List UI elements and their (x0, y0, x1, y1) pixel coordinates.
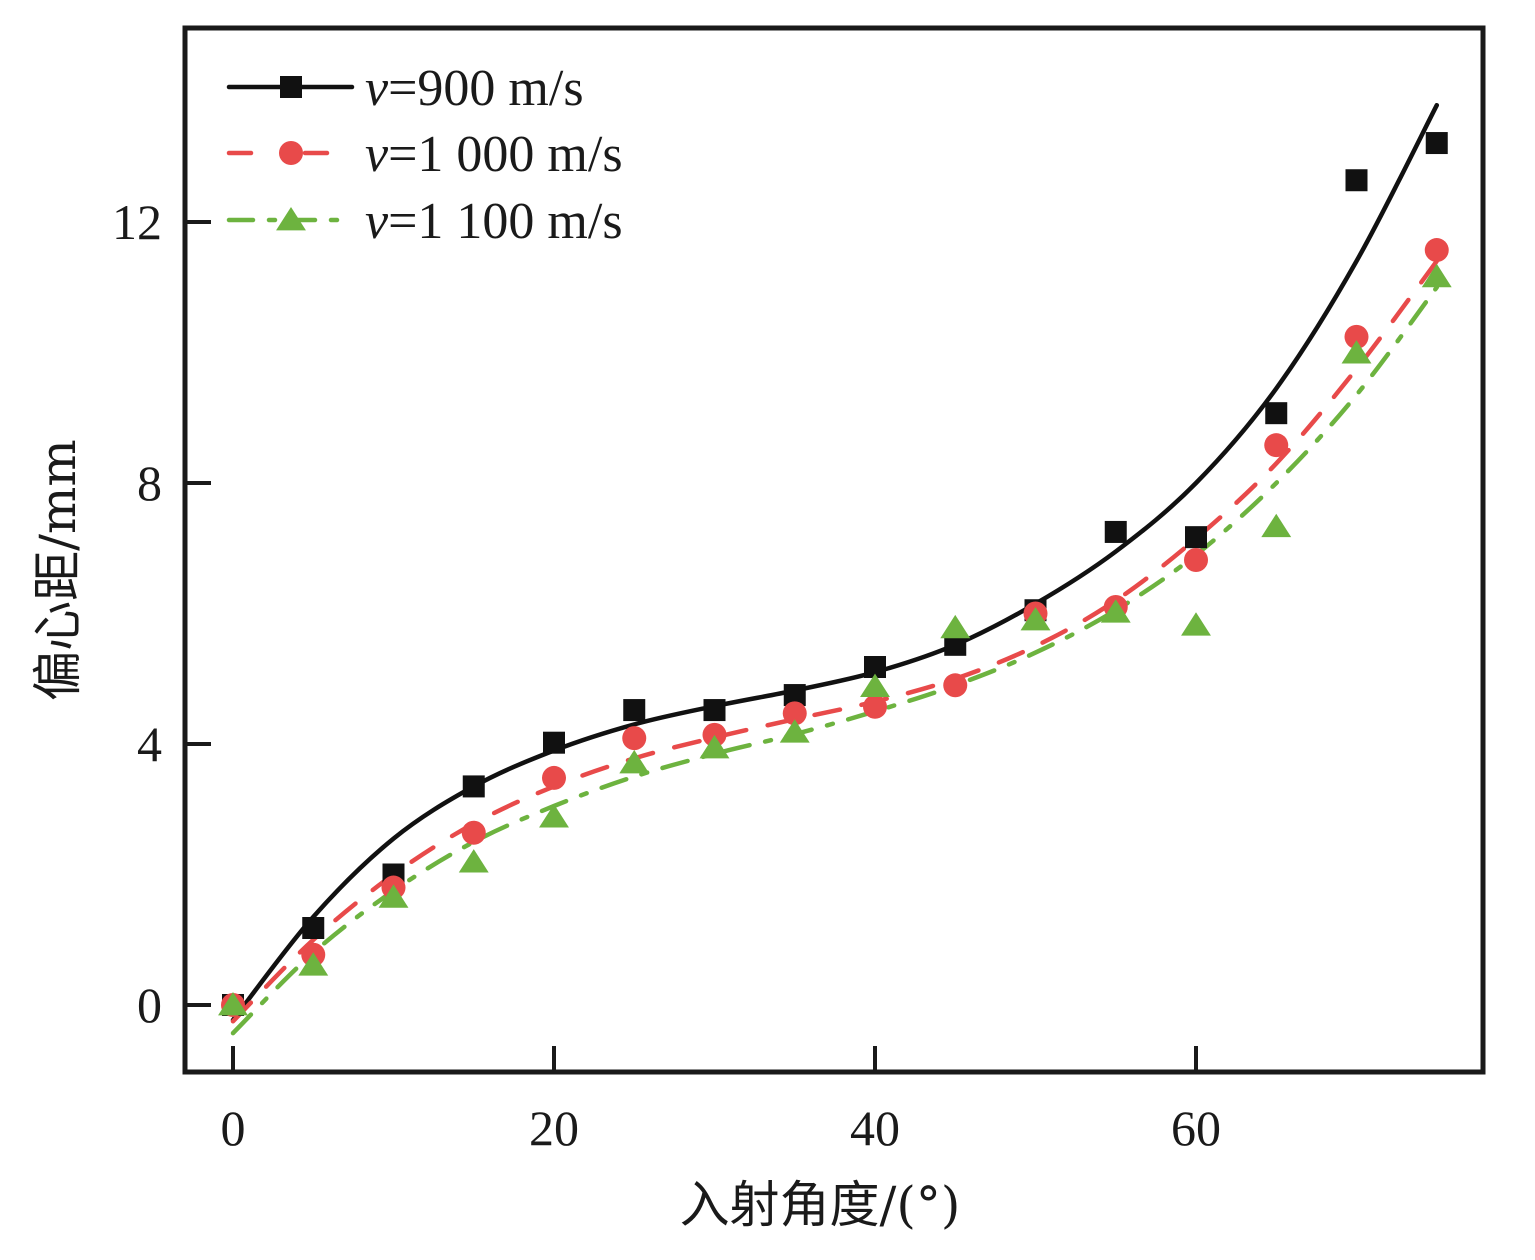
y-tick-label: 0 (137, 977, 162, 1033)
data-point-series-1 (623, 699, 646, 722)
data-point-series-3 (940, 614, 971, 639)
data-point-series-3 (1341, 340, 1372, 364)
x-tick-label: 20 (529, 1100, 579, 1156)
legend-label-series-1: v=900 m/s (365, 60, 584, 117)
data-point-series-3 (458, 849, 489, 873)
fit-line-series-2 (230, 258, 1440, 1024)
x-axis-ticks: 0 20 40 60 (221, 1046, 1221, 1156)
data-point-series-2 (1184, 547, 1208, 572)
plot-frame (182, 25, 1486, 1075)
legend-marker-series-3 (276, 207, 306, 231)
data-point-series-1 (462, 775, 485, 798)
legend-marker-series-1 (280, 76, 302, 98)
legend-variable: v (365, 126, 389, 183)
data-point-series-2 (863, 694, 887, 719)
y-axis-title: 偏心距/mm (29, 439, 87, 701)
data-point-series-3 (779, 719, 810, 743)
data-point-series-1 (1265, 402, 1288, 425)
x-tick-label: 0 (221, 1100, 246, 1156)
legend-marker-series-2 (279, 141, 303, 165)
legend-label-series-3: v=1 100 m/s (365, 193, 623, 250)
data-point-series-1 (1345, 169, 1368, 192)
y-tick-label: 8 (137, 455, 162, 511)
y-tick-label: 4 (137, 716, 162, 772)
data-point-series-2 (622, 726, 647, 751)
data-point-series-1 (1104, 520, 1127, 543)
x-tick-label: 40 (850, 1100, 900, 1156)
legend-value: =1 000 m/s (388, 126, 622, 183)
data-point-series-1 (543, 731, 565, 754)
x-tick-label: 60 (1171, 1100, 1221, 1156)
data-point-series-3 (218, 992, 248, 1016)
data-point-series-3 (860, 673, 890, 697)
legend: v=900 m/sv=1 000 m/sv=1 100 m/s (226, 60, 623, 250)
data-point-series-2 (943, 673, 968, 698)
data-point-series-1 (703, 699, 726, 722)
data-point-series-2 (1264, 433, 1289, 458)
fit-line-series-3 (230, 285, 1440, 1036)
data-point-series-3 (1421, 263, 1452, 288)
data-point-series-2 (782, 701, 807, 726)
data-markers (218, 132, 1452, 1017)
data-point-series-1 (1185, 526, 1207, 549)
data-point-series-3 (1100, 599, 1131, 623)
legend-label-series-2: v=1 000 m/s (365, 126, 623, 183)
legend-value: =1 100 m/s (388, 193, 622, 250)
fit-line-series-1 (230, 102, 1440, 1023)
data-point-series-2 (1344, 324, 1369, 349)
legend-variable: v (365, 60, 389, 117)
fit-curves (230, 102, 1440, 1036)
data-point-series-1 (944, 633, 967, 656)
data-point-series-2 (542, 765, 566, 790)
data-point-series-3 (1261, 513, 1292, 538)
data-point-series-3 (539, 804, 569, 828)
data-point-series-1 (864, 656, 886, 679)
legend-variable: v (365, 193, 389, 250)
data-point-series-1 (783, 684, 806, 707)
data-point-series-3 (1181, 612, 1211, 636)
data-point-series-2 (702, 722, 727, 747)
data-point-series-3 (619, 749, 650, 774)
data-point-series-2 (1424, 238, 1449, 263)
data-point-series-3 (298, 952, 329, 976)
x-axis-title: 入射角度/(°) (680, 1176, 961, 1234)
data-point-series-1 (1425, 132, 1448, 155)
data-point-series-1 (302, 917, 325, 940)
data-point-series-3 (699, 734, 730, 759)
legend-value: =900 m/s (388, 60, 583, 117)
y-tick-label: 12 (112, 194, 162, 250)
y-axis-ticks: 0 4 8 12 (112, 194, 211, 1033)
data-point-series-2 (461, 820, 486, 845)
data-point-series-3 (378, 884, 409, 908)
data-point-series-3 (1020, 607, 1051, 631)
